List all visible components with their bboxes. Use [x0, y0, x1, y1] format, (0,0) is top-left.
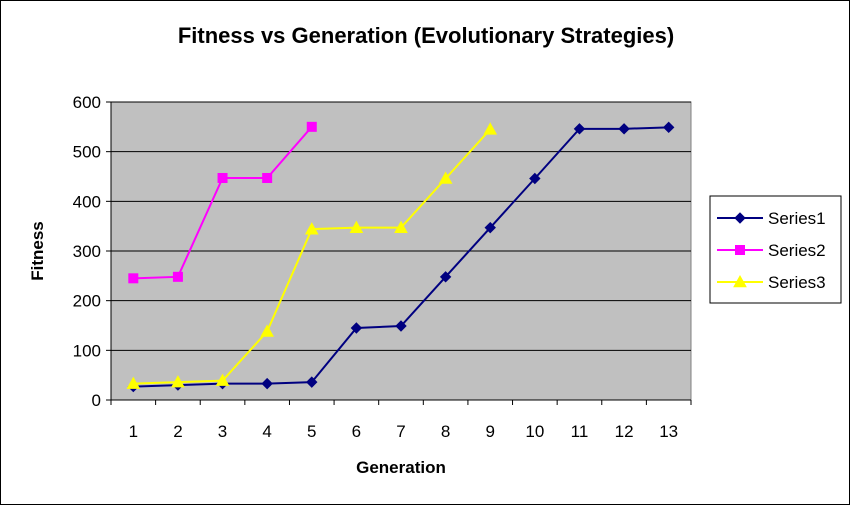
legend-label-2: Series2 [768, 241, 826, 260]
series-3-point-8 [438, 171, 453, 184]
y-tick-label-200: 200 [73, 292, 101, 311]
series-2-point-4 [262, 172, 273, 183]
legend-marker-3 [733, 274, 747, 288]
y-tick-label-600: 600 [73, 93, 101, 112]
series-1-point-13 [662, 121, 675, 134]
series-3-point-5 [304, 222, 319, 235]
series-1-point-12 [618, 123, 630, 135]
y-tick-label-300: 300 [73, 242, 101, 261]
series-2-point-3 [217, 172, 228, 183]
series-2-point-2 [172, 271, 183, 282]
series-1-point-9 [484, 221, 496, 234]
x-tick-label-2: 2 [173, 422, 182, 441]
y-tick-label-100: 100 [73, 341, 101, 360]
legend-entry-3: Series3 [717, 273, 826, 292]
series-3-point-6 [349, 220, 364, 233]
series-2 [128, 121, 317, 284]
series-2-point-5 [306, 121, 317, 132]
legend-label-1: Series1 [768, 209, 826, 228]
y-tick-label-500: 500 [73, 143, 101, 162]
legend-marker-2 [735, 245, 745, 255]
series-3-point-7 [394, 220, 408, 233]
legend-entry-1: Series1 [717, 209, 826, 228]
series-1-point-4 [261, 377, 273, 390]
series-1-point-6 [350, 322, 363, 334]
x-tick-label-12: 12 [615, 422, 634, 441]
legend: Series1 Series2 Series3 [709, 195, 842, 304]
gridlines [106, 101, 691, 401]
x-tick-label-1: 1 [129, 422, 138, 441]
x-tick-label-6: 6 [352, 422, 361, 441]
x-tick-label-10: 10 [525, 422, 544, 441]
x-tick-label-8: 8 [441, 422, 450, 441]
x-tick-label-7: 7 [396, 422, 405, 441]
series-1-point-10 [529, 172, 541, 185]
series-3-point-4 [260, 324, 275, 337]
x-tick-labels: 1 2 3 4 5 6 7 8 9 10 11 12 13 [129, 422, 679, 441]
series-1-point-7 [395, 320, 407, 332]
axes [110, 102, 692, 405]
series-3 [126, 122, 498, 389]
x-tick-label-3: 3 [218, 422, 227, 441]
legend-marker-1 [734, 212, 746, 224]
x-tick-label-9: 9 [485, 422, 494, 441]
y-tick-labels: 0 100 200 300 400 500 600 [73, 93, 101, 410]
x-tick-label-11: 11 [571, 422, 589, 441]
x-axis-title: Generation [356, 458, 446, 477]
y-tick-label-400: 400 [73, 192, 101, 211]
chart-title: Fitness vs Generation (Evolutionary Stra… [178, 23, 674, 48]
x-tick-label-13: 13 [659, 422, 678, 441]
series-3-point-1 [126, 376, 141, 389]
x-tick-label-4: 4 [262, 422, 271, 441]
series-3-point-3 [215, 373, 230, 386]
y-axis-title: Fitness [28, 221, 47, 281]
series-3-point-9 [483, 122, 498, 135]
plot-area [106, 101, 692, 405]
y-tick-label-0: 0 [92, 391, 101, 410]
series-1-point-11 [573, 123, 586, 135]
series-2-point-1 [128, 273, 139, 284]
series-1-point-5 [306, 376, 318, 388]
legend-label-3: Series3 [768, 273, 826, 292]
series-layer [126, 121, 675, 393]
x-tick-label-5: 5 [307, 422, 316, 441]
legend-entry-2: Series2 [717, 241, 826, 260]
series-1-point-8 [439, 271, 452, 283]
series-3-point-2 [171, 375, 185, 388]
